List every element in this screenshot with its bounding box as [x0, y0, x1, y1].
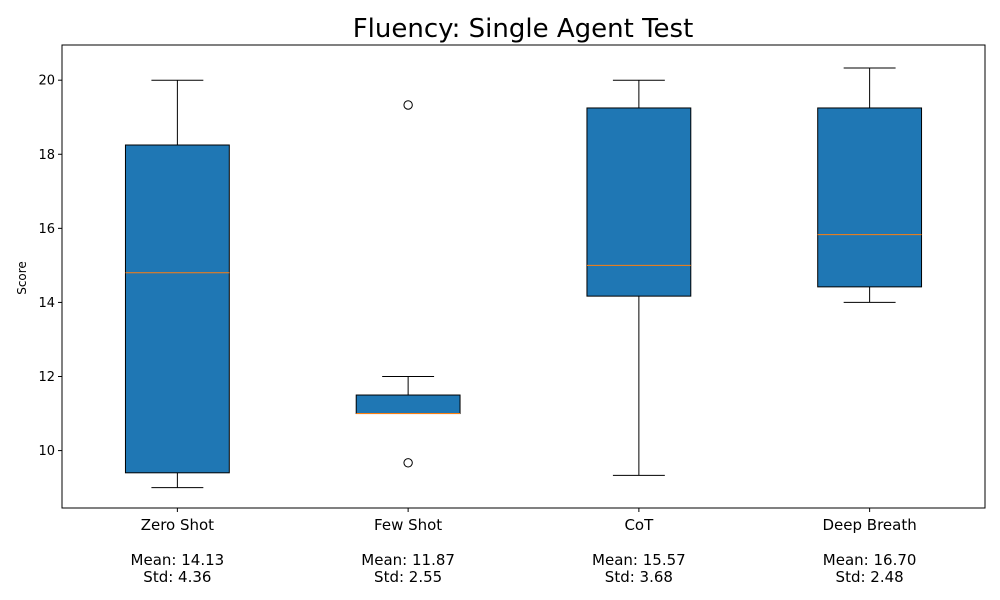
std-label: Std: 2.48: [836, 568, 904, 586]
std-label: Std: 3.68: [605, 568, 673, 586]
category-label: Zero Shot: [141, 516, 214, 534]
box-iqr: [355, 394, 461, 415]
mean-label: Mean: 11.87: [361, 551, 455, 569]
category-label: Few Shot: [374, 516, 442, 534]
y-tick-label: 12: [38, 370, 55, 385]
box-iqr: [586, 107, 692, 297]
y-tick-label: 14: [38, 296, 55, 311]
y-tick-label: 10: [38, 444, 55, 459]
box-iqr: [817, 107, 923, 288]
y-axis-label: Score: [15, 261, 29, 295]
outlier-point: [403, 100, 413, 110]
mean-label: Mean: 14.13: [131, 551, 225, 569]
chart-title: Fluency: Single Agent Test: [353, 14, 694, 44]
std-label: Std: 4.36: [143, 568, 211, 586]
category-label: CoT: [624, 516, 654, 534]
y-tick-label: 20: [38, 74, 55, 89]
y-tick-label: 16: [38, 222, 55, 237]
category-label: Deep Breath: [823, 516, 917, 534]
mean-label: Mean: 16.70: [823, 551, 917, 569]
axes-frame: [61, 44, 986, 509]
mean-label: Mean: 15.57: [592, 551, 686, 569]
std-label: Std: 2.55: [374, 568, 442, 586]
outlier-point: [403, 458, 413, 468]
box-iqr: [124, 144, 230, 474]
y-tick-label: 18: [38, 148, 55, 163]
